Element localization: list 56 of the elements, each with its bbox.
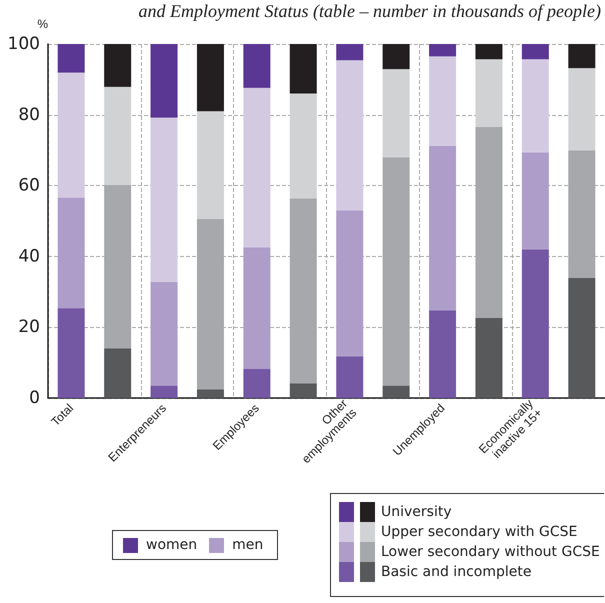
- legend-label: Lower secondary without GCSE: [381, 544, 600, 560]
- bar: [475, 44, 502, 60]
- legend-label: Basic and incomplete: [381, 564, 532, 580]
- bar: [568, 44, 596, 68]
- y-tick-label: 40: [18, 246, 40, 266]
- bar: [104, 348, 132, 398]
- bar: [336, 44, 364, 60]
- text: women: [146, 537, 198, 553]
- bar: [104, 86, 132, 185]
- bar: [196, 111, 224, 219]
- bar: [382, 386, 410, 398]
- bar: [429, 56, 456, 146]
- bar: [522, 152, 549, 250]
- bar: [150, 386, 178, 398]
- bar: [58, 44, 85, 73]
- bar: [429, 146, 456, 310]
- bar: [150, 118, 178, 282]
- bar: [58, 308, 85, 398]
- y-tick-label: 60: [18, 176, 40, 196]
- bar: [104, 44, 132, 87]
- bar: [290, 383, 317, 398]
- bar: [243, 248, 270, 369]
- bar: [382, 69, 410, 158]
- bar: [429, 310, 456, 398]
- bar: [429, 44, 456, 56]
- chart-title: and Employment Status (table – number in thousands of people): [138, 1, 601, 21]
- y-tick-label: 80: [18, 104, 40, 125]
- bar: [243, 44, 270, 88]
- bar: [150, 282, 178, 386]
- legend-label: University: [381, 504, 452, 520]
- bar: [336, 60, 364, 210]
- y-tick-label: 20: [18, 317, 40, 338]
- bar: [150, 44, 178, 118]
- bar: [196, 44, 224, 112]
- y-tick-label: 100: [8, 34, 40, 54]
- bar: [336, 356, 364, 398]
- bar: [522, 44, 549, 60]
- legend-label: Upper secondary with GCSE: [381, 524, 578, 540]
- bar: [336, 210, 364, 356]
- bar: [522, 59, 549, 152]
- bar: [196, 390, 224, 398]
- bar: [382, 44, 410, 70]
- bar: [568, 68, 596, 151]
- y-tick-label: 0: [29, 388, 40, 408]
- text: men: [232, 537, 264, 553]
- bar: [243, 368, 270, 398]
- bar: [568, 278, 596, 398]
- bar: [243, 88, 270, 248]
- bar: [475, 318, 502, 398]
- y-axis-title: %: [37, 17, 48, 31]
- bar: [290, 94, 317, 198]
- bar: [290, 44, 317, 94]
- bar: [58, 72, 85, 198]
- bar: [475, 59, 502, 127]
- bar: [58, 198, 85, 308]
- bar: [522, 249, 549, 398]
